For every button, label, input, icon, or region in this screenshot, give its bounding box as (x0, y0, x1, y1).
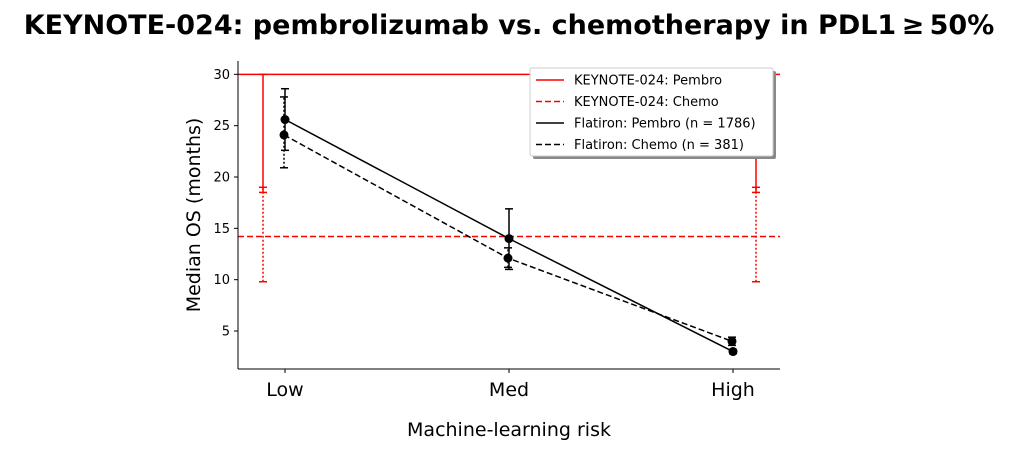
data-point (503, 253, 513, 263)
legend-label: Flatiron: Pembro (n = 1786) (574, 117, 756, 132)
y-tick-label: 5 (222, 325, 230, 340)
plot-area (238, 73, 780, 357)
x-tick-label: Low (266, 379, 303, 401)
data-point (279, 130, 289, 140)
y-axis-label: Median OS (months) (183, 118, 205, 313)
y-tick-label: 10 (213, 273, 230, 288)
y-tick-label: 30 (213, 68, 230, 83)
data-point (504, 234, 514, 244)
y-tick-label: 25 (213, 119, 230, 134)
data-point (280, 115, 290, 125)
chart-title: KEYNOTE-024: pembrolizumab vs. chemother… (24, 10, 995, 41)
legend: KEYNOTE-024: Pembro KEYNOTE-024: Chemo Fla… (529, 67, 776, 159)
x-tick-label: Med (489, 379, 529, 401)
legend-label: Flatiron: Chemo (n = 381) (574, 138, 744, 153)
data-point (727, 336, 737, 346)
legend-label: KEYNOTE-024: Chemo (574, 95, 719, 110)
x-ticks: Low Med High (266, 369, 755, 401)
legend-box (529, 67, 774, 157)
y-tick-label: 20 (213, 171, 230, 186)
legend-label: KEYNOTE-024: Pembro (574, 74, 722, 89)
x-axis-label: Machine-learning risk (407, 419, 611, 441)
y-tick-label: 15 (213, 222, 230, 237)
data-point (728, 347, 738, 357)
y-ticks: 5 10 15 20 25 30 (213, 68, 238, 340)
x-tick-label: High (711, 379, 755, 401)
